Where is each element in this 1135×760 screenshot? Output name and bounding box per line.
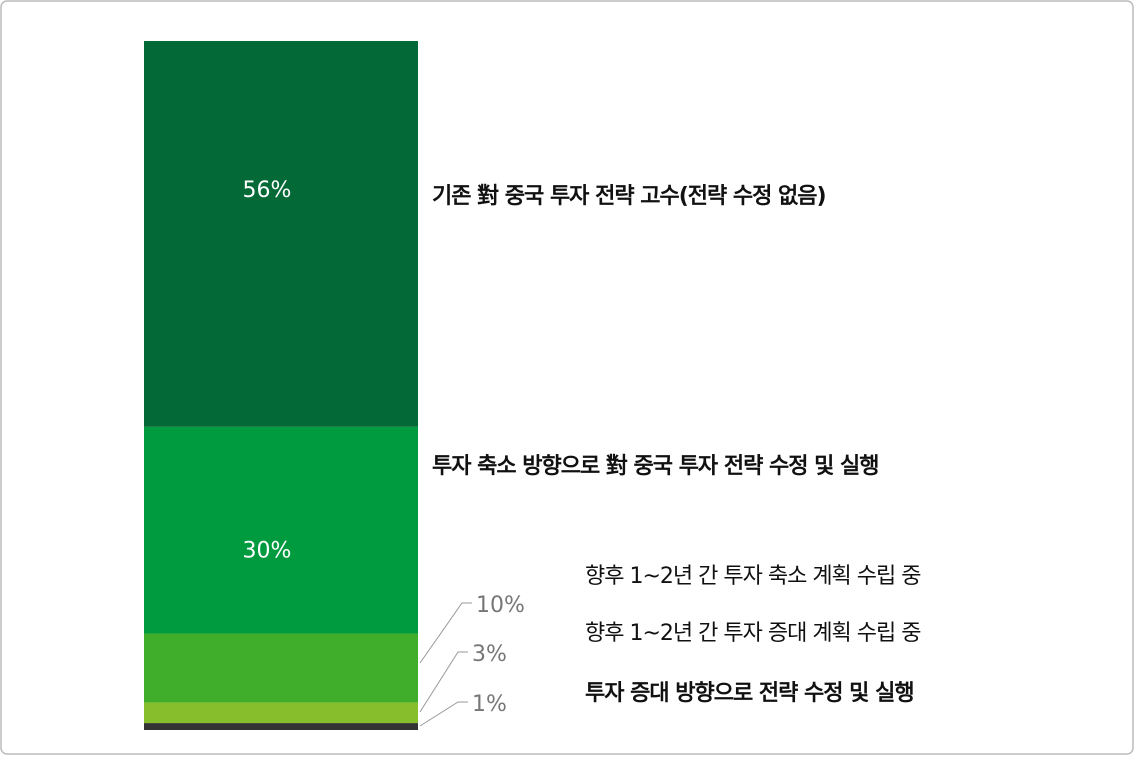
bar-segment [144, 723, 418, 730]
bar-segment [144, 702, 418, 724]
bar-segment [144, 41, 418, 427]
leader-line [419, 651, 468, 713]
value-label: 10% [476, 593, 525, 618]
category-label: 투자 증대 방향으로 전략 수정 및 실행 [585, 681, 914, 706]
category-label: 향후 1~2년 간 투자 축소 계획 수립 중 [585, 564, 921, 589]
value-label: 3% [472, 642, 507, 667]
value-label: 30% [243, 539, 292, 564]
category-label: 향후 1~2년 간 투자 증대 계획 수립 중 [585, 621, 921, 646]
leader-line [419, 602, 472, 664]
category-label: 투자 축소 방향으로 對 중국 투자 전략 수정 및 실행 [432, 454, 879, 479]
value-label: 56% [243, 178, 292, 203]
value-label: 1% [472, 692, 507, 717]
bar-segment [144, 426, 418, 634]
leader-line [419, 701, 468, 727]
category-label: 기존 對 중국 투자 전략 고수(전략 수정 없음) [432, 184, 826, 209]
bar-segment [144, 633, 418, 703]
